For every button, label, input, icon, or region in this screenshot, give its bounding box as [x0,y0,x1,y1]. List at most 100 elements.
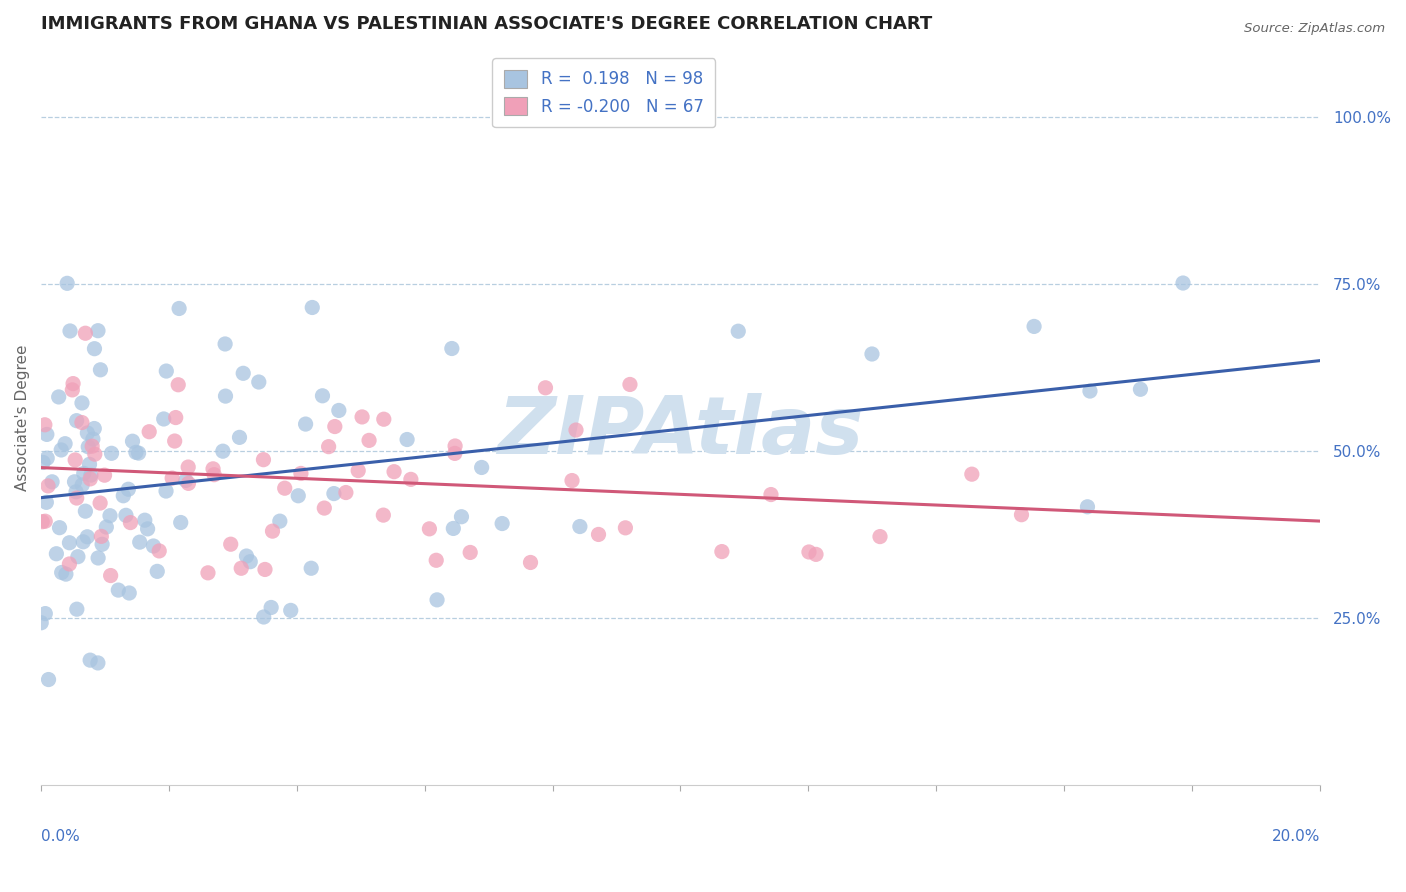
Point [588,527,610,541]
Point [30,615,52,630]
Point [37,451,59,466]
Point [155,484,177,499]
Point [328,403,350,417]
Text: ZIPAtlas: ZIPAtlas [498,393,863,471]
Point [115,508,138,523]
Point [89,496,111,510]
Point [120,516,142,530]
Point [91,537,114,551]
Point [323,419,346,434]
Point [65,484,87,499]
Point [98,508,121,523]
Point [38,673,60,687]
Point [280,603,302,617]
Point [960,467,983,482]
Point [107,583,129,598]
Point [66,602,89,616]
Point [66,549,89,564]
Point [82,432,104,446]
Text: IMMIGRANTS FROM GHANA VS PALESTINIAN ASSOCIATE'S DEGREE CORRELATION CHART: IMMIGRANTS FROM GHANA VS PALESTINIAN ASS… [41,15,932,33]
Point [87,656,110,670]
Text: 20.0%: 20.0% [1271,830,1320,844]
Point [290,467,312,481]
Point [55,567,77,582]
Point [759,487,782,501]
Point [142,539,165,553]
Point [170,516,193,530]
Point [112,489,135,503]
Point [252,452,274,467]
Point [534,381,557,395]
Point [138,425,160,439]
Point [121,434,143,449]
Point [318,440,340,454]
Point [232,367,254,381]
Point [440,342,463,356]
Point [441,521,464,535]
Point [77,440,100,454]
Point [418,522,440,536]
Point [89,363,111,377]
Point [399,472,422,486]
Point [58,557,80,571]
Point [202,467,225,482]
Point [128,446,150,460]
Point [134,513,156,527]
Point [76,530,98,544]
Point [96,520,118,534]
Point [444,439,467,453]
Point [174,474,197,488]
Point [48,390,70,404]
Point [797,545,820,559]
Point [314,501,336,516]
Point [458,545,481,559]
Point [1078,384,1101,398]
Point [136,522,159,536]
Point [34,417,56,432]
Point [56,277,79,291]
Point [214,337,236,351]
Point [228,430,250,444]
Point [247,375,270,389]
Point [63,453,86,467]
Point [79,458,101,472]
Point [152,412,174,426]
Point [260,600,283,615]
Point [79,653,101,667]
Point [1011,508,1033,522]
Point [235,549,257,563]
Point [66,491,89,505]
Point [83,421,105,435]
Point [710,544,733,558]
Point [197,566,219,580]
Point [322,486,344,500]
Point [146,565,169,579]
Point [76,425,98,440]
Point [287,489,309,503]
Point [519,556,541,570]
Point [568,519,591,533]
Point [93,468,115,483]
Point [65,414,87,428]
Point [70,478,93,492]
Point [45,547,67,561]
Point [163,434,186,448]
Point [82,439,104,453]
Text: Source: ZipAtlas.com: Source: ZipAtlas.com [1244,22,1385,36]
Point [75,326,97,341]
Point [80,468,103,483]
Point [565,423,588,437]
Point [72,534,94,549]
Point [1022,319,1045,334]
Point [262,524,284,538]
Point [202,462,225,476]
Point [70,416,93,430]
Point [347,464,370,478]
Point [311,389,333,403]
Point [214,389,236,403]
Point [425,553,447,567]
Point [294,417,316,431]
Point [59,324,82,338]
Point [212,444,235,458]
Point [373,508,395,522]
